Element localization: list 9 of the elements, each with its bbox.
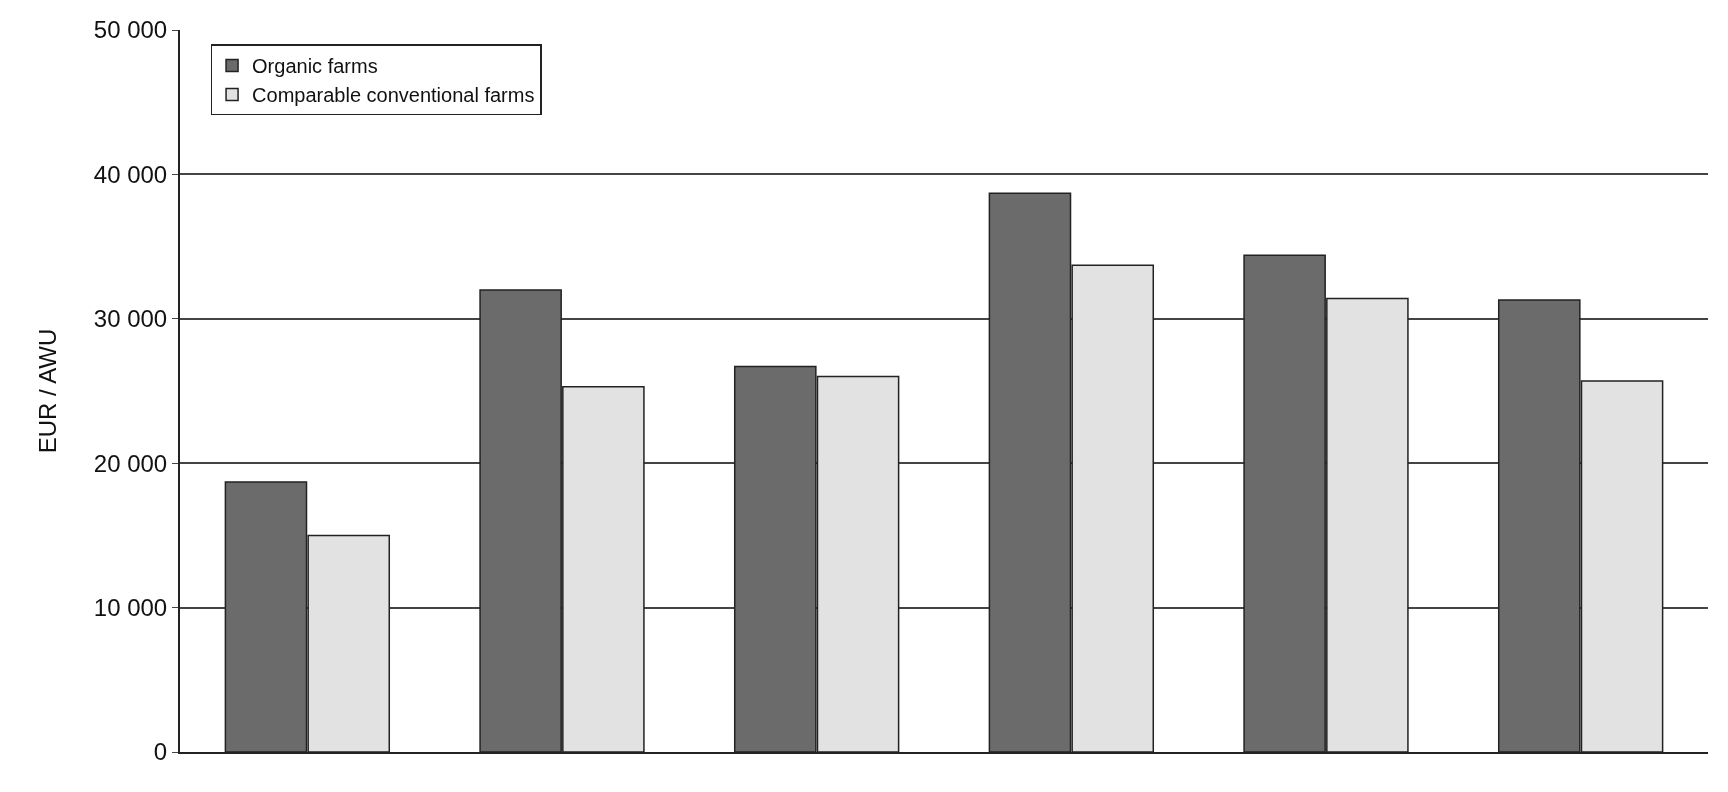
y-tick-label: 30 000	[93, 305, 168, 333]
y-tick-label: 40 000	[93, 160, 168, 188]
legend-label: Organic farms	[252, 55, 378, 78]
legend-label: Comparable conventional farms	[252, 84, 535, 107]
y-axis-title: EUR / AWU	[34, 328, 62, 454]
y-tick-label: 20 000	[93, 449, 168, 477]
y-tick-label: 10 000	[93, 594, 168, 621]
y-tick-label: 50 000	[93, 16, 168, 44]
y-tick-label: 0	[153, 738, 168, 766]
